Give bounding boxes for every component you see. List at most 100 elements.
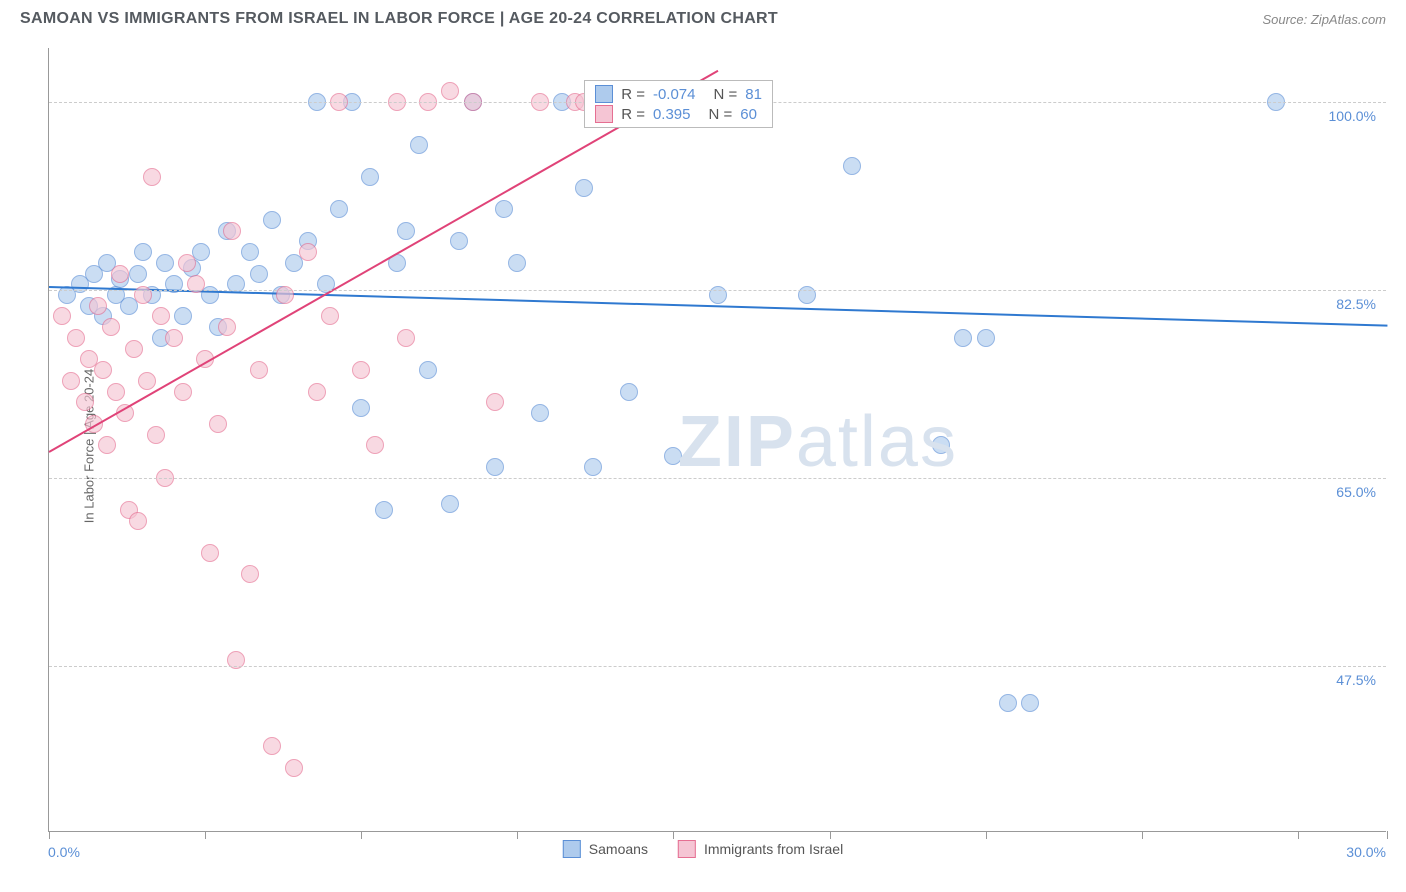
data-point [241,243,259,261]
x-tick [205,831,206,839]
legend-n-label: N = [714,86,738,103]
data-point [977,329,995,347]
data-point [531,404,549,422]
data-point [62,372,80,390]
chart-source: Source: ZipAtlas.com [1262,12,1386,27]
x-tick [986,831,987,839]
data-point [263,211,281,229]
data-point [361,168,379,186]
x-tick-label-first: 0.0% [48,844,80,860]
data-point [250,361,268,379]
data-point [375,501,393,519]
data-point [263,737,281,755]
x-tick [830,831,831,839]
legend-bottom: Samoans Immigrants from Israel [563,840,843,858]
data-point [954,329,972,347]
gridline [49,290,1386,291]
x-tick [517,831,518,839]
x-tick [1142,831,1143,839]
data-point [352,361,370,379]
data-point [397,222,415,240]
data-point [285,759,303,777]
chart-plot-area: ZIPatlas 47.5%65.0%82.5%100.0%R =-0.074N… [48,48,1386,832]
data-point [53,307,71,325]
data-point [664,447,682,465]
data-point [134,243,152,261]
data-point [1021,694,1039,712]
data-point [308,383,326,401]
y-tick-label: 82.5% [1336,296,1376,312]
data-point [450,232,468,250]
data-point [250,265,268,283]
data-point [932,436,950,454]
data-point [138,372,156,390]
legend-n-label: N = [709,106,733,123]
data-point [165,329,183,347]
data-point [486,458,504,476]
data-point [397,329,415,347]
data-point [76,393,94,411]
data-point [178,254,196,272]
data-point [129,512,147,530]
data-point [111,265,129,283]
legend-r-label: R = [621,106,645,123]
legend-stats-row: R =-0.074N =81 [595,85,762,103]
data-point [999,694,1017,712]
data-point [330,200,348,218]
data-point [620,383,638,401]
legend-swatch [563,840,581,858]
gridline [49,478,1386,479]
data-point [843,157,861,175]
y-tick-label: 47.5% [1336,672,1376,688]
gridline [49,666,1386,667]
data-point [495,200,513,218]
legend-r-value: -0.074 [653,86,696,103]
legend-swatch [595,105,613,123]
data-point [107,383,125,401]
x-tick [673,831,674,839]
data-point [299,243,317,261]
data-point [575,179,593,197]
legend-series-item: Immigrants from Israel [678,840,843,858]
data-point [147,426,165,444]
data-point [156,254,174,272]
legend-r-label: R = [621,86,645,103]
legend-n-value: 60 [740,106,757,123]
data-point [352,399,370,417]
y-tick-label: 100.0% [1329,108,1376,124]
legend-series-item: Samoans [563,840,648,858]
x-tick [49,831,50,839]
data-point [94,361,112,379]
chart-title: SAMOAN VS IMMIGRANTS FROM ISRAEL IN LABO… [20,10,778,28]
legend-stats-row: R = 0.395 N = 60 [595,105,762,123]
data-point [321,307,339,325]
x-tick [361,831,362,839]
scatter-plot [49,48,1386,831]
data-point [441,82,459,100]
data-point [143,168,161,186]
x-tick [1387,831,1388,839]
legend-series-label: Samoans [589,841,648,857]
data-point [223,222,241,240]
data-point [67,329,85,347]
data-point [201,544,219,562]
data-point [584,458,602,476]
data-point [174,383,192,401]
legend-series-label: Immigrants from Israel [704,841,843,857]
data-point [102,318,120,336]
data-point [486,393,504,411]
data-point [419,361,437,379]
data-point [410,136,428,154]
data-point [441,495,459,513]
data-point [89,297,107,315]
data-point [241,565,259,583]
data-point [508,254,526,272]
chart-header: SAMOAN VS IMMIGRANTS FROM ISRAEL IN LABO… [0,0,1406,36]
data-point [366,436,384,454]
y-tick-label: 65.0% [1336,484,1376,500]
legend-swatch [678,840,696,858]
legend-swatch [595,85,613,103]
x-tick [1298,831,1299,839]
legend-r-value: 0.395 [653,106,691,123]
data-point [209,415,227,433]
